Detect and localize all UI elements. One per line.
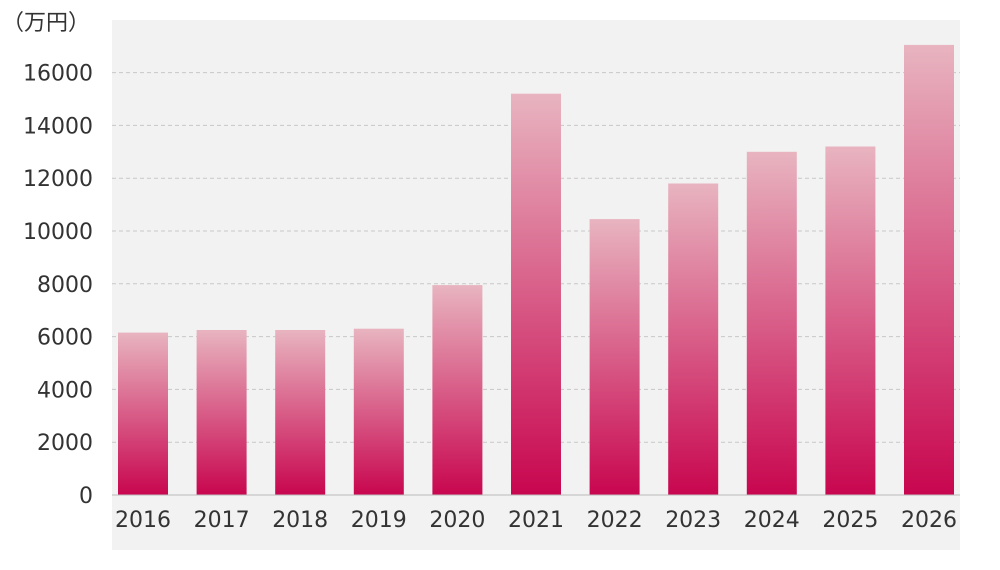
x-tick-label: 2026 bbox=[901, 508, 957, 533]
y-tick-label: 16000 bbox=[23, 62, 93, 87]
x-tick-label: 2020 bbox=[429, 508, 485, 533]
bar-2024 bbox=[746, 151, 797, 496]
x-tick-label: 2016 bbox=[115, 508, 171, 533]
y-tick-label: 8000 bbox=[37, 273, 93, 298]
x-tick-label: 2017 bbox=[194, 508, 250, 533]
bar-2018 bbox=[275, 330, 326, 495]
bar-2021 bbox=[511, 93, 561, 495]
y-axis-ticks: 0 2000 4000 6000 8000 10000 12000 14000 16000 bbox=[23, 62, 93, 509]
y-tick-label: 14000 bbox=[23, 114, 93, 139]
y-tick-label: 10000 bbox=[23, 220, 93, 245]
x-axis-ticks: 2016 2017 2018 2019 2020 2021 2022 2023 2024 2025… bbox=[115, 508, 957, 533]
y-tick-label: 6000 bbox=[37, 326, 93, 351]
y-tick-label: 0 bbox=[79, 484, 93, 509]
bar-2020 bbox=[432, 285, 483, 495]
x-tick-label: 2021 bbox=[508, 508, 564, 533]
bars bbox=[118, 44, 954, 496]
bar-2025 bbox=[825, 146, 876, 495]
x-tick-label: 2023 bbox=[665, 508, 721, 533]
y-tick-label: 4000 bbox=[37, 378, 93, 403]
bar-2019 bbox=[353, 328, 404, 495]
bar-2016 bbox=[118, 332, 168, 495]
bar-2026 bbox=[904, 44, 954, 496]
x-tick-label: 2022 bbox=[587, 508, 643, 533]
x-tick-label: 2018 bbox=[272, 508, 328, 533]
x-tick-label: 2024 bbox=[744, 508, 800, 533]
bar-2017 bbox=[196, 330, 247, 495]
bar-2023 bbox=[668, 183, 719, 495]
x-tick-label: 2019 bbox=[351, 508, 407, 533]
bar-2022 bbox=[589, 219, 640, 495]
y-tick-label: 12000 bbox=[23, 167, 93, 192]
y-axis-unit-label: （万円） bbox=[2, 11, 90, 36]
y-tick-label: 2000 bbox=[37, 431, 93, 456]
x-tick-label: 2025 bbox=[822, 508, 878, 533]
